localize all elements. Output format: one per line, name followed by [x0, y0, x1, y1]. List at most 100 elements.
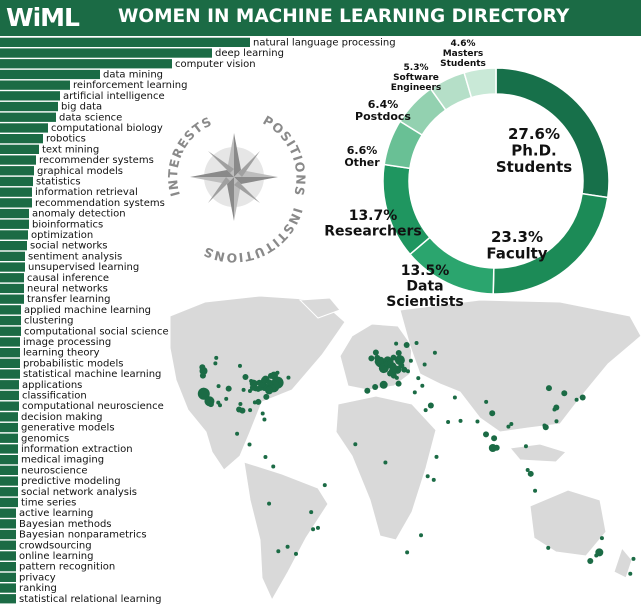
- interest-label: social networks: [30, 241, 108, 252]
- interest-label: anomaly detection: [32, 209, 126, 220]
- interest-bar: [0, 594, 16, 604]
- map-point: [491, 435, 498, 442]
- interest-label: graphical models: [37, 166, 123, 177]
- donut-label-value: 27.6%: [508, 125, 560, 143]
- map-point: [579, 394, 586, 401]
- map-point: [372, 384, 379, 391]
- interest-label: statistical machine learning: [23, 369, 161, 380]
- map-land: [169, 295, 641, 602]
- interest-label: data science: [59, 112, 122, 123]
- map-point: [235, 431, 240, 436]
- map-point: [489, 410, 496, 417]
- map-point: [364, 387, 371, 394]
- compass-point-west: [190, 170, 234, 177]
- donut-label-value: 6.4%: [368, 98, 399, 111]
- map-point: [225, 385, 232, 392]
- donut-label-value: 13.5%: [401, 263, 450, 279]
- map-point: [241, 387, 246, 392]
- donut-label-value: 5.3%: [404, 63, 429, 73]
- donut-label-value: 13.7%: [349, 208, 398, 224]
- map-point: [506, 424, 511, 429]
- interest-label: generative models: [21, 423, 115, 434]
- land-greenland: [298, 297, 341, 319]
- donut-label-name: Data: [406, 278, 443, 294]
- wiml-logo: WiML: [6, 3, 80, 32]
- donut-label-value: 6.6%: [347, 144, 378, 157]
- compass-point-nw: [208, 151, 234, 173]
- interest-bar: [0, 112, 56, 122]
- map-point: [224, 396, 229, 401]
- map-point: [525, 468, 530, 473]
- land-south-america: [243, 461, 329, 602]
- interest-bar: [0, 283, 24, 294]
- interest-label: image processing: [23, 337, 111, 348]
- interest-bar: [0, 519, 16, 529]
- interest-bar: [0, 583, 16, 593]
- land-australia: [529, 489, 607, 557]
- map-point: [383, 460, 388, 465]
- interest-label: reinforcement learning: [73, 80, 187, 91]
- map-point: [394, 375, 399, 380]
- map-point: [405, 550, 410, 555]
- interest-bar: [0, 465, 18, 475]
- interest-bar: [0, 69, 100, 80]
- interest-label: robotics: [46, 134, 86, 145]
- map-point: [599, 536, 604, 541]
- map-point: [509, 421, 514, 426]
- interest-label: classification: [22, 391, 87, 402]
- map-point: [631, 556, 636, 561]
- map-point: [420, 383, 425, 388]
- map-point: [422, 362, 427, 367]
- interest-bar: [0, 497, 18, 508]
- positions-donut-chart: [382, 67, 610, 295]
- svg-text:POSITIONS: POSITIONS: [260, 112, 308, 197]
- interest-label: natural language processing: [253, 37, 396, 48]
- map-point: [237, 363, 242, 368]
- compass-point-north: [234, 133, 241, 177]
- interest-bar: [0, 508, 16, 518]
- interest-bar: [0, 476, 18, 486]
- map-point: [394, 355, 405, 366]
- donut-label-name: Researchers: [324, 223, 421, 239]
- interest-bar: [0, 433, 18, 443]
- interest-label: unsupervised learning: [28, 262, 139, 273]
- compass-point-east: [234, 177, 278, 184]
- interest-label: computer vision: [175, 59, 256, 70]
- map-point: [594, 553, 599, 558]
- interest-bar: [0, 540, 16, 550]
- positions-donut-labels: 27.6%Ph.D.StudentsPh.D. Students23.3%Fac…: [324, 39, 572, 310]
- map-point: [401, 366, 408, 373]
- interest-label: neuroscience: [21, 465, 87, 476]
- interest-bar: [0, 208, 29, 219]
- map-point: [293, 551, 298, 556]
- donut-label-name: Students: [496, 158, 572, 176]
- interest-label: statistical relational learning: [19, 594, 161, 605]
- map-points: [197, 340, 636, 576]
- interest-label: predictive modeling: [21, 476, 121, 487]
- interest-label: online learning: [19, 551, 93, 562]
- interest-label: crowdsourcing: [19, 540, 92, 551]
- map-point: [587, 558, 594, 565]
- map-point: [311, 527, 316, 532]
- map-point: [403, 341, 410, 348]
- interest-bar: [0, 294, 24, 304]
- land-asia: [399, 299, 641, 433]
- interest-bar: [0, 369, 20, 379]
- map-point: [256, 387, 261, 392]
- interest-bar: [0, 176, 33, 187]
- map-point: [542, 423, 547, 428]
- map-point: [434, 454, 439, 459]
- interest-label: text mining: [42, 144, 99, 155]
- donut-label-name: Other: [344, 156, 380, 169]
- interest-bar: [0, 348, 20, 358]
- donut-label-name: Engineers: [391, 83, 442, 93]
- map-point: [390, 354, 397, 361]
- interest-bar: [0, 262, 25, 272]
- map-point: [372, 349, 379, 356]
- map-point: [218, 403, 223, 408]
- donut-label-value: 4.6%: [451, 39, 476, 49]
- interest-label: Bayesian nonparametrics: [19, 530, 147, 541]
- svg-text:INSTITUTIONS: INSTITUTIONS: [201, 206, 306, 265]
- map-point: [249, 384, 256, 391]
- map-point: [546, 545, 551, 550]
